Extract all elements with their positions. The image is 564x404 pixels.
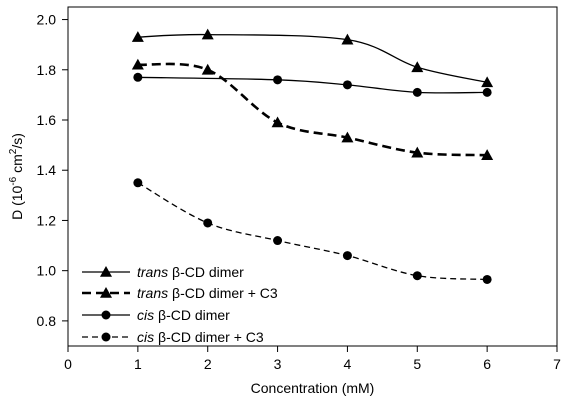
- data-point: [341, 131, 354, 143]
- data-point: [411, 146, 424, 158]
- legend-label-italic: cis: [137, 307, 154, 323]
- y-axis-title-exp1: -6: [8, 176, 19, 185]
- data-point: [273, 236, 283, 246]
- data-point: [133, 178, 143, 188]
- legend-label: cis β-CD dimer: [137, 307, 230, 323]
- data-point: [341, 33, 354, 45]
- data-point: [481, 149, 494, 160]
- y-tick-label: 2.0: [37, 12, 57, 28]
- y-axis-title-prefix: D (10: [9, 185, 25, 219]
- legend-label-rest: β-CD dimer + C3: [168, 285, 278, 301]
- legend-label-rest: β-CD dimer + C3: [154, 329, 264, 345]
- legend-entry: trans β-CD dimer + C3: [82, 285, 278, 301]
- legend-marker: [101, 310, 111, 320]
- y-axis-title-mid: cm: [9, 154, 25, 177]
- legend-label-rest: β-CD dimer: [154, 307, 230, 323]
- x-tick-label: 1: [134, 356, 142, 372]
- series-line: [137, 76, 488, 94]
- legend-label-italic: trans: [137, 285, 168, 301]
- data-point: [482, 87, 492, 97]
- series-1: [131, 28, 494, 88]
- data-point: [133, 72, 143, 82]
- data-point: [342, 80, 352, 90]
- x-tick-label: 0: [64, 356, 72, 372]
- data-point: [131, 58, 144, 70]
- plot-frame: [67, 6, 558, 347]
- legend-entry: cis β-CD dimer + C3: [82, 329, 264, 345]
- x-tick-label: 7: [553, 356, 561, 372]
- series-line: [137, 33, 488, 83]
- legend-label: cis β-CD dimer + C3: [137, 329, 264, 345]
- data-point: [131, 31, 144, 42]
- y-tick-label: 1.2: [37, 212, 57, 228]
- data-point: [201, 63, 214, 75]
- data-point: [412, 271, 422, 281]
- series-line: [137, 182, 488, 281]
- legend-marker: [100, 266, 112, 277]
- data-point: [203, 218, 213, 228]
- x-tick-label: 2: [204, 356, 212, 372]
- series-line: [137, 62, 488, 157]
- legend-label: trans β-CD dimer: [137, 264, 244, 280]
- x-tick-label: 4: [344, 356, 352, 372]
- y-axis-title-exp2: 2: [8, 148, 19, 154]
- data-point: [482, 274, 492, 284]
- y-tick-label: 0.8: [37, 313, 57, 329]
- y-tick-label: 1.6: [37, 112, 57, 128]
- legend-entry: cis β-CD dimer: [82, 307, 230, 323]
- data-point: [342, 251, 352, 261]
- y-tick-label: 1.0: [37, 263, 57, 279]
- x-tick-label: 5: [413, 356, 421, 372]
- legend-label: trans β-CD dimer + C3: [137, 285, 278, 301]
- x-axis-title: Concentration (mM): [251, 380, 375, 396]
- axes: 0 1 2 3 4 5 6 7 0.8 1.0 1.2 1.4 1.6 1.8 2.0 Concentrati…: [8, 6, 561, 396]
- series-4: [133, 178, 492, 284]
- x-tick-label: 6: [483, 356, 491, 372]
- data-point: [273, 75, 283, 85]
- data-point: [411, 61, 424, 73]
- data-point: [481, 76, 494, 88]
- legend-label-rest: β-CD dimer: [168, 264, 244, 280]
- series-3: [133, 72, 492, 97]
- y-tick-label: 1.4: [37, 162, 57, 178]
- legend-marker: [101, 332, 111, 342]
- data-point: [412, 87, 422, 97]
- legend-marker: [100, 287, 112, 298]
- series-2: [131, 58, 494, 160]
- y-axis-title-suffix: /s): [9, 133, 25, 149]
- data-point: [201, 28, 214, 40]
- legend-entry: trans β-CD dimer: [82, 264, 244, 280]
- x-tick-label: 3: [274, 356, 282, 372]
- y-tick-label: 1.8: [37, 62, 57, 78]
- series-layer: [131, 28, 494, 284]
- y-axis-title: D (10-6 cm2/s): [8, 133, 25, 220]
- legend-label-italic: cis: [137, 329, 154, 345]
- legend-label-italic: trans: [137, 264, 168, 280]
- data-point: [271, 116, 284, 128]
